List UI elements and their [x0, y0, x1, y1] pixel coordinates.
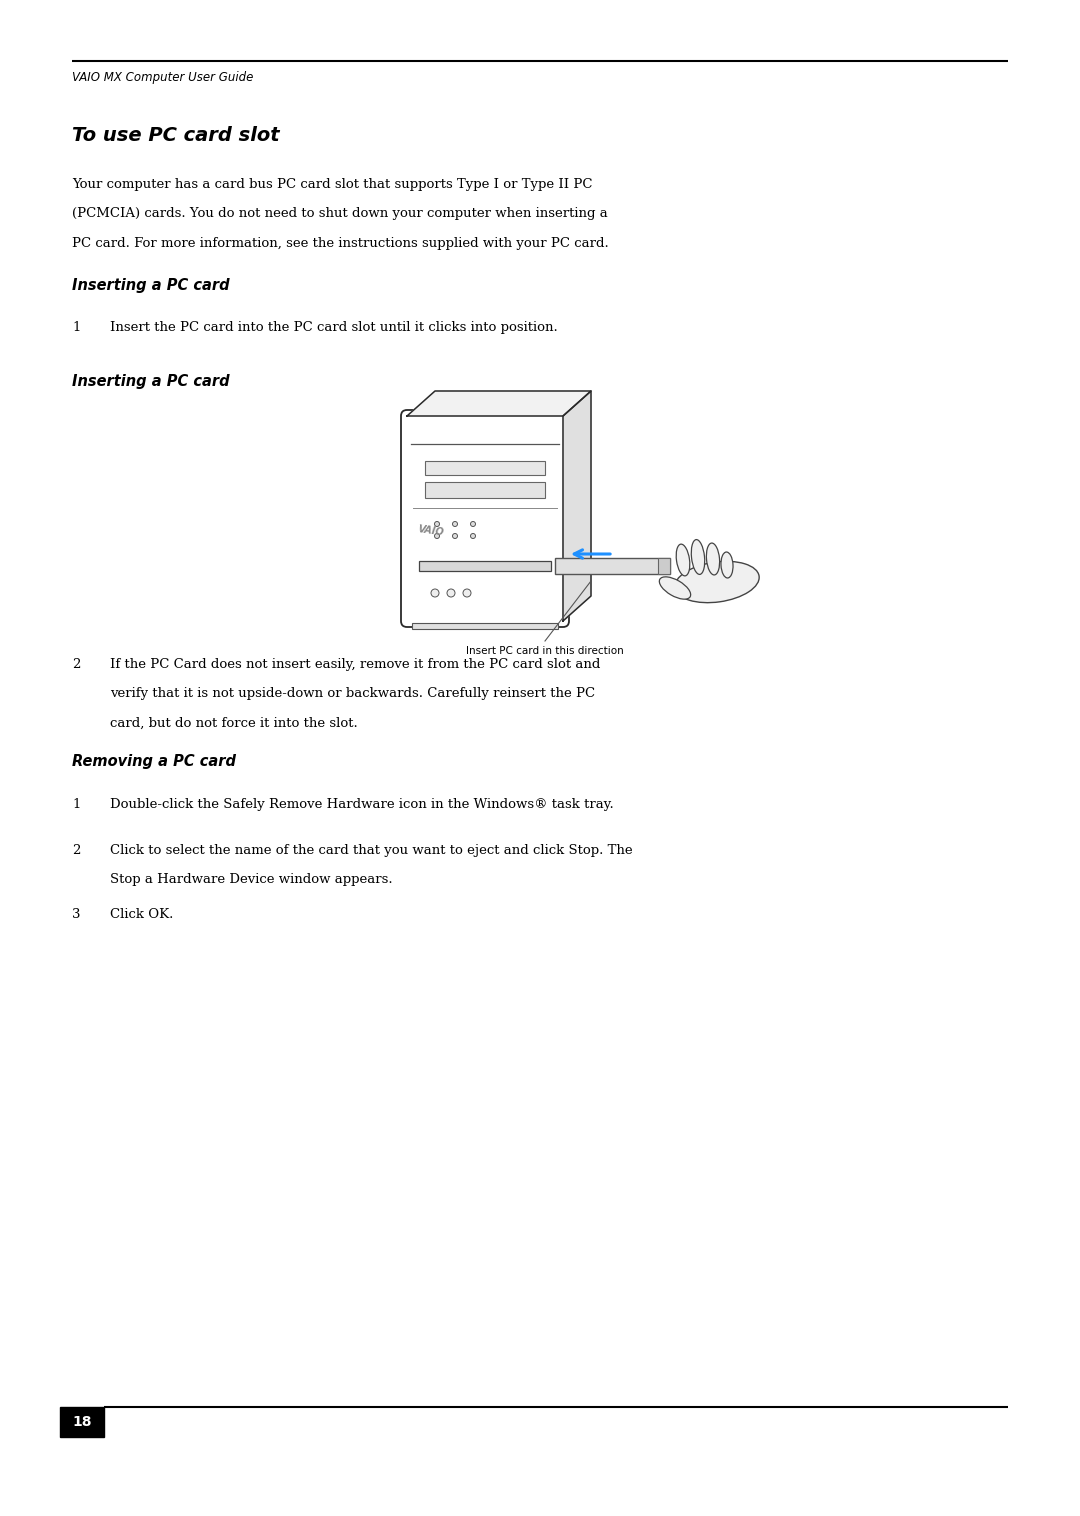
Bar [60, 1407, 104, 1437]
Circle shape [431, 590, 438, 597]
Text: (PCMCIA) cards. You do not need to shut down your computer when inserting a: (PCMCIA) cards. You do not need to shut … [72, 208, 608, 220]
Text: 3: 3 [72, 908, 81, 922]
Text: If the PC Card does not insert easily, remove it from the PC card slot and: If the PC Card does not insert easily, r… [110, 658, 600, 672]
Text: Insert the PC card into the PC card slot until it clicks into position.: Insert the PC card into the PC card slot… [110, 321, 557, 334]
Text: card, but do not force it into the slot.: card, but do not force it into the slot. [110, 717, 357, 731]
Text: Inserting a PC card: Inserting a PC card [72, 374, 230, 390]
Polygon shape [407, 391, 591, 415]
Text: Insert PC card in this direction: Insert PC card in this direction [467, 646, 624, 656]
Text: VAIO: VAIO [417, 525, 444, 538]
Text: Click OK.: Click OK. [110, 908, 174, 922]
Text: 1: 1 [72, 321, 80, 334]
Ellipse shape [659, 578, 691, 599]
FancyBboxPatch shape [401, 409, 569, 628]
Circle shape [434, 534, 440, 538]
Circle shape [471, 534, 475, 538]
Text: PC card. For more information, see the instructions supplied with your PC card.: PC card. For more information, see the i… [72, 236, 609, 250]
Bar [426, 482, 545, 497]
Bar [419, 561, 551, 572]
Text: 2: 2 [72, 844, 80, 857]
Text: Double-click the Safely Remove Hardware icon in the Windows® task tray.: Double-click the Safely Remove Hardware … [110, 797, 613, 811]
Text: verify that it is not upside-down or backwards. Carefully reinsert the PC: verify that it is not upside-down or bac… [110, 687, 595, 700]
Circle shape [447, 590, 455, 597]
Text: VAIO MX Computer User Guide: VAIO MX Computer User Guide [72, 71, 254, 83]
Text: Stop a Hardware Device window appears.: Stop a Hardware Device window appears. [110, 873, 393, 887]
Text: Removing a PC card: Removing a PC card [72, 753, 237, 769]
Ellipse shape [706, 543, 719, 575]
Circle shape [471, 522, 475, 526]
Ellipse shape [676, 544, 690, 576]
Polygon shape [563, 391, 591, 622]
Text: To use PC card slot: To use PC card slot [72, 126, 280, 146]
Circle shape [453, 534, 458, 538]
Text: Your computer has a card bus PC card slot that supports Type I or Type II PC: Your computer has a card bus PC card slo… [72, 177, 593, 191]
Bar [555, 558, 670, 575]
Bar [658, 558, 670, 575]
Text: Click to select the name of the card that you want to eject and click Stop. The: Click to select the name of the card tha… [110, 844, 633, 857]
Ellipse shape [721, 552, 733, 578]
Bar [411, 623, 558, 629]
Text: 1: 1 [72, 797, 80, 811]
Ellipse shape [691, 540, 705, 575]
Circle shape [453, 522, 458, 526]
Bar [426, 461, 545, 475]
Text: Inserting a PC card: Inserting a PC card [72, 277, 230, 293]
Ellipse shape [675, 561, 759, 603]
Circle shape [463, 590, 471, 597]
Text: 18: 18 [72, 1414, 92, 1430]
Text: 2: 2 [72, 658, 80, 672]
Circle shape [434, 522, 440, 526]
